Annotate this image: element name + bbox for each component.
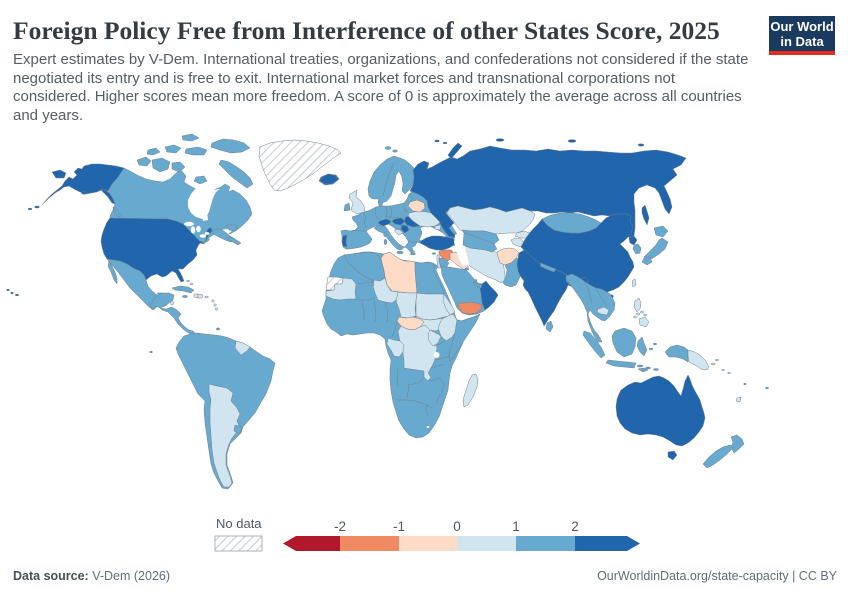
- svg-text:-1: -1: [393, 519, 405, 534]
- svg-text:-2: -2: [334, 519, 346, 534]
- svg-text:2: 2: [571, 519, 579, 534]
- svg-text:1: 1: [512, 519, 520, 534]
- svg-text:0: 0: [453, 519, 461, 534]
